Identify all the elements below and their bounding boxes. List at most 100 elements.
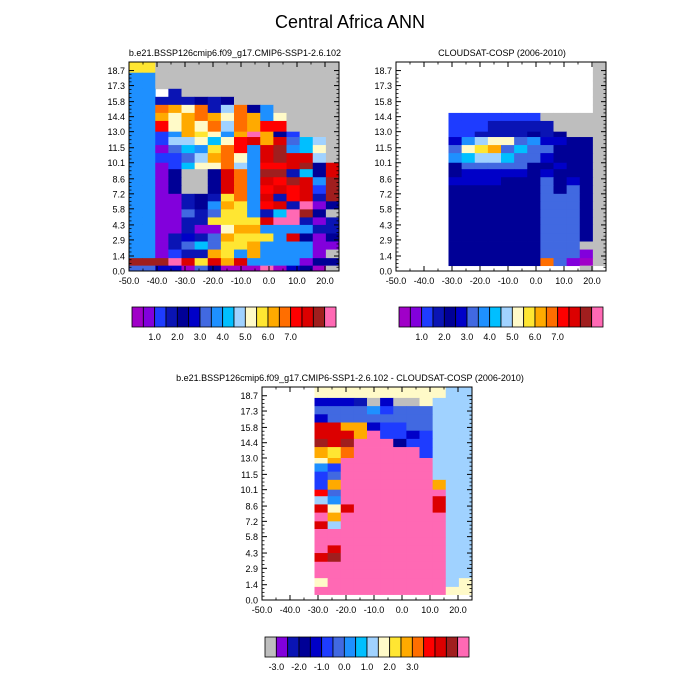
heatmap-cell xyxy=(474,112,489,122)
heatmap-cell xyxy=(514,217,528,226)
heatmap-cell xyxy=(168,233,182,242)
heatmap-cell xyxy=(353,414,368,423)
heatmap-cell xyxy=(393,496,407,505)
heatmap-cell xyxy=(501,153,515,164)
heatmap-cell xyxy=(566,185,581,195)
heatmap-cell xyxy=(247,153,261,164)
colorbar-box xyxy=(222,306,235,328)
y-tick-label: 10.1 xyxy=(240,485,258,495)
heatmap-cell xyxy=(129,177,143,186)
heatmap-cell xyxy=(142,153,156,164)
heatmap-cell xyxy=(325,96,340,106)
heatmap-cell xyxy=(234,137,248,146)
heatmap-cell xyxy=(406,578,420,588)
heatmap-cell xyxy=(273,104,287,114)
heatmap-cell xyxy=(220,120,235,133)
heatmap-cell xyxy=(194,72,209,82)
heatmap-cell xyxy=(474,249,489,259)
colorbar-label: 1.0 xyxy=(361,662,374,672)
colorbar-label: 2.0 xyxy=(383,662,396,672)
colorbar-box xyxy=(301,306,314,328)
heatmap-cell xyxy=(247,162,261,170)
heatmap-cell xyxy=(432,438,447,448)
heatmap-cell xyxy=(458,438,473,448)
heatmap-cell xyxy=(299,104,314,114)
heatmap-cell xyxy=(461,209,476,218)
heatmap-cell xyxy=(458,430,473,440)
heatmap-cell xyxy=(299,131,314,138)
heatmap-cell xyxy=(487,241,502,250)
heatmap-cell xyxy=(129,265,143,272)
heatmap-cell xyxy=(406,569,420,579)
y-tick-label: 10.1 xyxy=(107,158,125,168)
heatmap-cell xyxy=(340,387,355,399)
heatmap-cell xyxy=(406,458,420,464)
heatmap-cell xyxy=(514,193,528,202)
heatmap-cell xyxy=(286,185,301,195)
heatmap-cell xyxy=(445,496,460,505)
heatmap-cell xyxy=(260,104,274,114)
heatmap-cell xyxy=(353,471,368,481)
heatmap-cell xyxy=(553,193,568,202)
heatmap-cell xyxy=(367,447,381,459)
heatmap-cell xyxy=(260,241,274,250)
heatmap-cell xyxy=(527,131,541,138)
heatmap-cell xyxy=(314,529,329,538)
heatmap-cell xyxy=(445,397,460,407)
heatmap-cell xyxy=(419,537,434,546)
x-tick-label: 10.0 xyxy=(421,605,439,615)
heatmap-cell xyxy=(592,80,607,90)
heatmap-cell xyxy=(299,249,314,259)
heatmap-cell xyxy=(273,96,287,106)
colorbar-box xyxy=(366,636,379,658)
heatmap-cell xyxy=(155,120,169,133)
heatmap-cell xyxy=(474,131,489,138)
heatmap-cell xyxy=(340,414,355,423)
heatmap-cell xyxy=(129,112,143,122)
heatmap-cell xyxy=(260,217,274,226)
heatmap-cell xyxy=(299,120,314,133)
heatmap-cell xyxy=(353,569,368,579)
heatmap-cell xyxy=(380,586,394,595)
heatmap-cell xyxy=(312,112,327,122)
heatmap-cell xyxy=(194,137,209,146)
heatmap-cell xyxy=(380,414,394,423)
heatmap-cell xyxy=(314,545,329,554)
x-tick-label: -40.0 xyxy=(414,276,435,286)
heatmap-cell xyxy=(299,96,314,106)
heatmap-cell xyxy=(207,233,222,242)
heatmap-cell xyxy=(327,463,342,473)
heatmap-cell xyxy=(181,265,196,272)
heatmap-cell xyxy=(168,145,182,154)
heatmap-cell xyxy=(380,496,394,505)
heatmap-cell xyxy=(194,120,209,133)
heatmap-cell xyxy=(445,578,460,588)
heatmap-cell xyxy=(419,422,434,432)
heatmap-cell xyxy=(340,458,355,464)
heatmap-cell xyxy=(260,177,274,186)
heatmap-cell xyxy=(579,131,594,138)
heatmap-cell xyxy=(406,406,420,415)
heatmap-cell xyxy=(181,193,196,202)
heatmap-cell xyxy=(501,217,515,226)
heatmap-cell xyxy=(168,131,182,138)
heatmap-cell xyxy=(314,521,329,530)
heatmap-cell xyxy=(527,193,541,202)
panel-title: b.e21.BSSP126cmip6.f09_g17.CMIP6-SSP1-2.… xyxy=(176,373,524,383)
colorbar-box xyxy=(466,306,479,328)
heatmap-cell xyxy=(207,249,222,259)
heatmap-cell xyxy=(514,162,528,170)
heatmap-cell xyxy=(286,241,301,250)
heatmap-cell xyxy=(273,169,287,178)
heatmap-cell xyxy=(220,88,235,98)
heatmap-cell xyxy=(419,387,434,399)
heatmap-cell xyxy=(168,241,182,250)
heatmap-cell xyxy=(273,120,287,133)
heatmap-cell xyxy=(260,145,274,154)
heatmap-cell xyxy=(207,193,222,202)
heatmap-cell xyxy=(299,145,314,154)
heatmap-cell xyxy=(406,561,420,571)
heatmap-cell xyxy=(540,162,554,170)
heatmap-cell xyxy=(220,112,235,122)
heatmap-cell xyxy=(340,529,355,538)
